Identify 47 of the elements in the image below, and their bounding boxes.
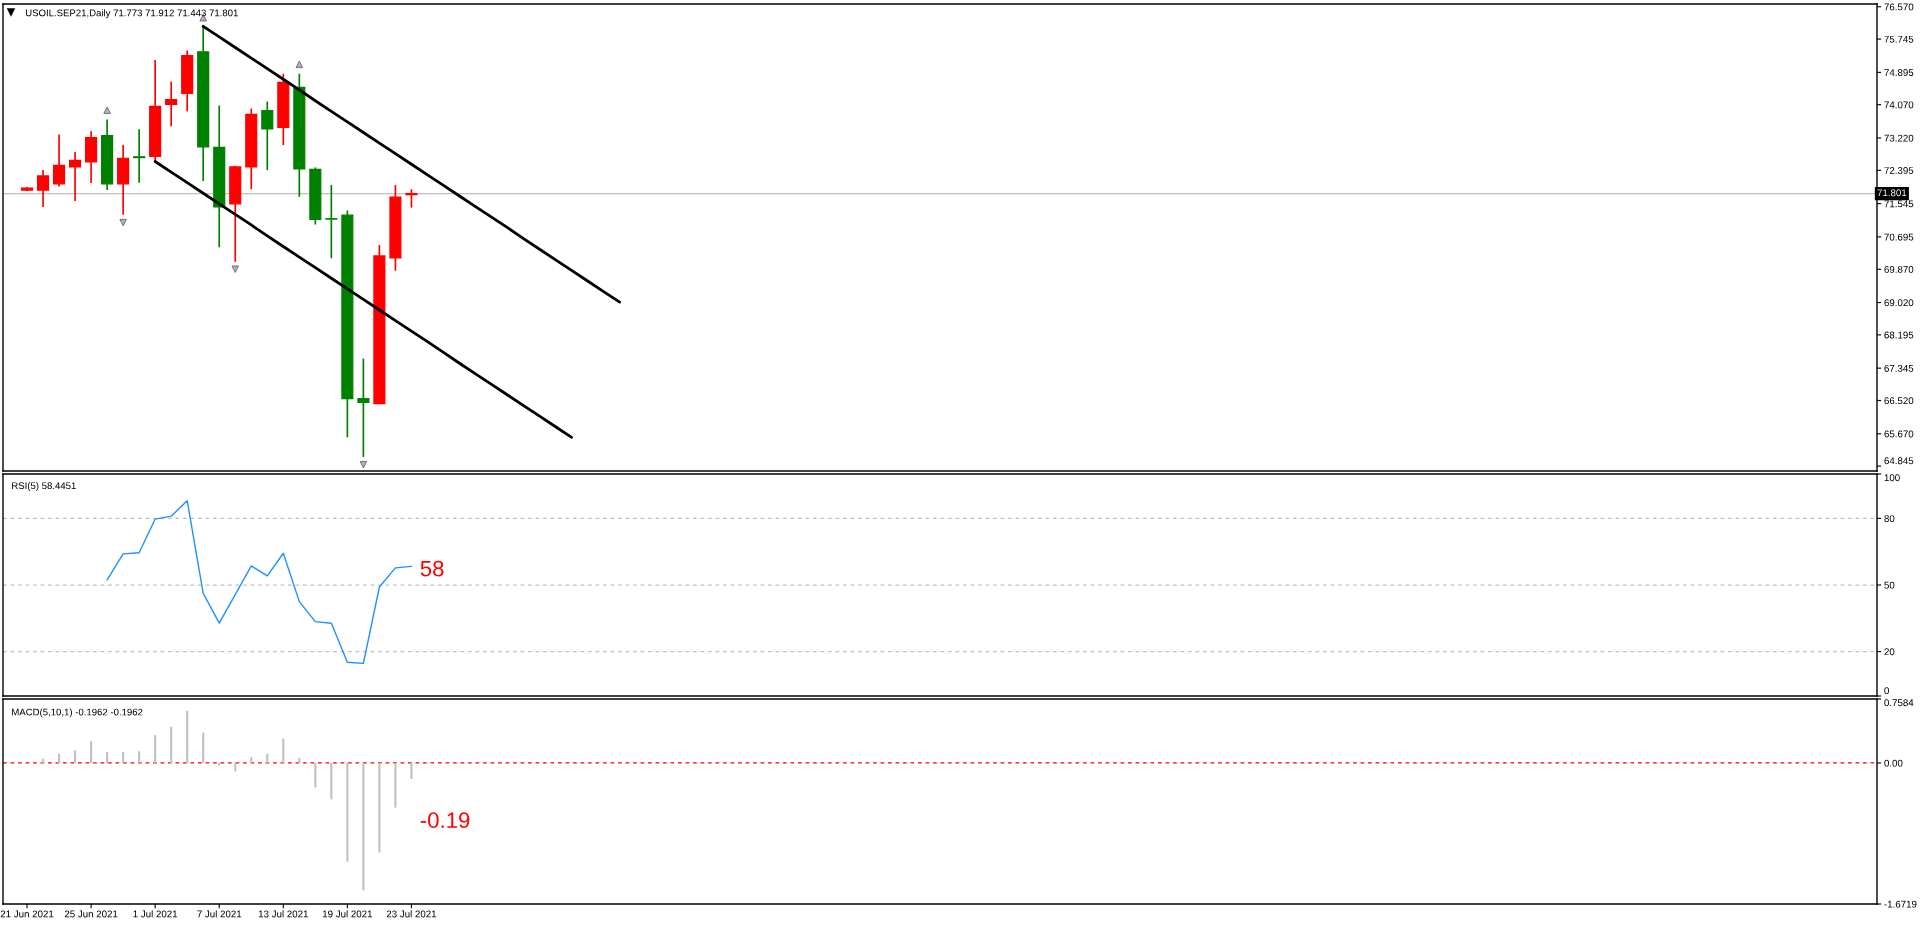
candlestick bbox=[69, 151, 82, 202]
y-tick-label: 50 bbox=[1884, 581, 1895, 589]
candlestick bbox=[52, 133, 66, 188]
x-tick-label: 21 Jun 2021 bbox=[0, 910, 54, 918]
x-tick-label: 23 Jul 2021 bbox=[386, 910, 437, 918]
y-tick-label: 73.220 bbox=[1884, 134, 1914, 142]
y-tick-label: 0.7584 bbox=[1884, 699, 1914, 707]
y-tick-label: -1.6719 bbox=[1884, 900, 1917, 908]
y-tick-label: 74.895 bbox=[1884, 69, 1914, 76]
candlestick bbox=[357, 357, 370, 458]
text: RSI(5) 58.4451 bbox=[12, 482, 76, 491]
ref-line-label: 71.801 bbox=[1877, 189, 1907, 197]
line-series bbox=[201, 24, 622, 304]
y-tick-label: 69.870 bbox=[1884, 265, 1914, 273]
y-tick-label: 70.695 bbox=[1884, 233, 1914, 241]
y-tick-label: 74.070 bbox=[1884, 101, 1914, 109]
y-tick-label: 69.020 bbox=[1884, 299, 1914, 307]
x-tick-label: 19 Jul 2021 bbox=[322, 910, 373, 918]
annotation: 58 bbox=[420, 560, 444, 577]
candlestick bbox=[261, 100, 274, 171]
y-tick-label: 20 bbox=[1884, 648, 1895, 656]
y-tick-label: 66.520 bbox=[1884, 397, 1914, 405]
y-tick-label: 80 bbox=[1884, 515, 1895, 523]
y-tick-label: 68.195 bbox=[1884, 331, 1914, 339]
y-tick-label: 100 bbox=[1884, 474, 1900, 482]
y-tick-label: 0 bbox=[1884, 687, 1889, 695]
x-tick-label: 1 Jul 2021 bbox=[133, 910, 178, 918]
y-tick-label: 0.00 bbox=[1884, 759, 1903, 767]
candlestick bbox=[133, 128, 146, 184]
text: USOIL.SEP21,Daily 71.773 71.912 71.443 71.801 bbox=[25, 9, 238, 19]
annotation: -0.19 bbox=[420, 812, 470, 829]
y-tick-label: 65.670 bbox=[1884, 430, 1914, 438]
y-tick-label: 75.745 bbox=[1884, 35, 1914, 43]
y-tick-label: 67.345 bbox=[1884, 364, 1914, 372]
y-tick-label: 72.395 bbox=[1884, 167, 1914, 174]
candlestick bbox=[325, 184, 338, 260]
y-tick-label: 76.570 bbox=[1884, 3, 1914, 11]
candlestick bbox=[36, 169, 50, 208]
candlestick bbox=[165, 80, 178, 128]
x-tick-label: 25 Jun 2021 bbox=[64, 910, 118, 918]
y-tick-label: 71.545 bbox=[1884, 200, 1914, 208]
y-tick-label: 64.845 bbox=[1884, 457, 1914, 465]
x-tick-label: 13 Jul 2021 bbox=[258, 910, 308, 918]
line-series bbox=[153, 160, 573, 439]
text: MACD(5,10,1) -0.1962 -0.1962 bbox=[12, 708, 143, 718]
candlestick bbox=[405, 188, 418, 209]
x-tick-label: 7 Jul 2021 bbox=[197, 910, 242, 918]
